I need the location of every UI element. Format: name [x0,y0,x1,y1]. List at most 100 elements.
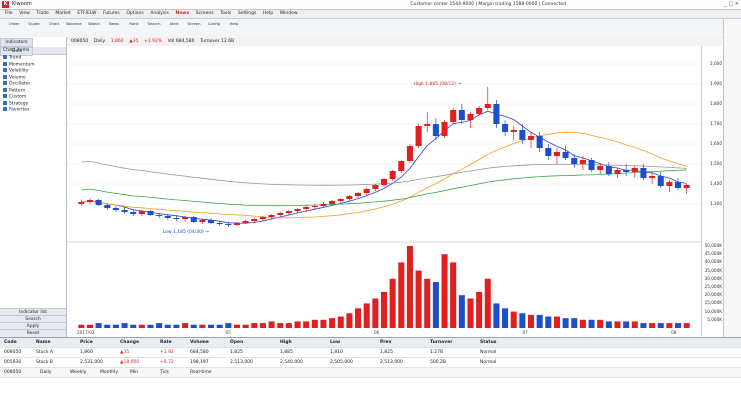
y-axis-right: 2,000 1,900 1,800 1,700 1,600 1,500 1,400 1,300… [701,46,724,336]
sidebar-item[interactable]: Volume [0,74,66,82]
window-controls[interactable]: _ □ × [724,1,739,7]
menu-item-options[interactable]: Options [126,11,144,16]
sidebar-footer-reset[interactable]: Reset [0,329,66,337]
sidebar-item[interactable]: Favorites [0,107,66,114]
table-cell: 2,531,000 [80,360,103,365]
column-header[interactable]: Name [36,340,51,345]
x-tick-label: 05 [226,330,232,335]
sidebar-item[interactable]: Strategy [0,100,66,108]
chart-button[interactable]: Chart [48,21,60,26]
column-header[interactable]: Code [4,340,17,345]
menu-item-window[interactable]: Window [279,11,298,16]
column-header[interactable]: Status [480,340,497,345]
volume-bar [112,324,119,328]
chart-annotation: Low 1,185 (04/30) → [163,229,210,235]
table-cell: Stock A [36,350,53,355]
menu-item-settings[interactable]: Settings [237,11,257,16]
help-button[interactable]: Help [229,21,239,26]
search-button[interactable]: Search [147,21,161,26]
candle-body [380,179,388,185]
sidebar-item[interactable]: Oscillator [0,81,66,88]
column-header[interactable]: Turnover [430,340,453,345]
column-header[interactable]: Low [330,340,341,345]
period-monthly-button[interactable]: Monthly [100,370,119,375]
alert-button[interactable]: Alert [169,21,179,26]
menu-item-analysis[interactable]: Analysis [150,11,169,16]
period-weekly-button[interactable]: Weekly [70,370,87,375]
table-row[interactable]: 005930 Stock B 2,531,000 ▲18,000 +0.72 198,19… [0,358,741,368]
volume-bar [216,324,223,328]
column-header[interactable]: Open [230,340,244,345]
sidebar-item-label: Pattern [9,88,26,93]
right-side-panel [723,19,741,337]
candle-body [104,205,111,208]
menu-item-file[interactable]: File [5,11,13,16]
sidebar-footer-apply[interactable]: Apply [0,322,66,330]
column-header[interactable]: High [280,340,292,345]
candle-body [571,158,578,164]
column-header[interactable]: Price [80,340,93,345]
bottom-code[interactable]: 008050 [4,370,22,375]
stock-code[interactable]: 008050 [71,39,89,44]
chart-annotation: High 1,885 (08/12) → [413,81,461,87]
column-header[interactable]: Rate [160,340,172,345]
sidebar-item[interactable]: Pattern [0,87,66,95]
table-cell: Stock B [36,360,53,365]
sidebar-footer-list[interactable]: Indicator list [0,308,66,316]
realtime-button[interactable]: Real-time [190,370,212,375]
menu-item-futures[interactable]: Futures [103,11,120,16]
candle-body [493,104,500,124]
menu-item-etf[interactable]: ETF/ELW [77,11,97,16]
period-tick-button[interactable]: Tick [160,370,169,375]
column-header[interactable]: Change [120,340,140,345]
volume-bar [311,319,318,328]
volume-bar [666,323,673,328]
candle-body [225,224,232,225]
balance-button[interactable]: Balance [66,21,82,26]
menu-item-tools[interactable]: Tools [220,11,232,16]
sidebar-item[interactable]: Momentum [0,61,66,69]
period-minute-button[interactable]: Min [130,370,138,375]
watch-button[interactable]: Watch [88,21,100,26]
volume-bar [164,324,171,328]
candle-body [199,220,206,222]
order-button[interactable]: Order [8,21,20,26]
volume-bar [432,282,439,328]
column-header[interactable]: Prev [380,340,392,345]
tab-indicators[interactable]: Indicators [0,38,33,47]
candle-body [173,218,180,219]
volume-bar [519,313,526,328]
menu-item-view[interactable]: View [19,11,30,16]
volume-bar [683,323,690,328]
sidebar-item[interactable]: Volatility [0,68,66,75]
period-daily-button[interactable]: Daily [40,370,52,375]
volume-tick-label: 5,000K [707,316,722,322]
menu-item-trade[interactable]: Trade [36,11,49,16]
menu-item-screens[interactable]: Screens [195,11,214,16]
volume-bar [355,308,362,328]
menu-item-market[interactable]: Market [55,11,71,16]
quote-button[interactable]: Quote [28,21,40,26]
news-button[interactable]: News [108,21,120,26]
candle-body [432,124,439,136]
candle-body [208,220,215,223]
table-cell: 198,197 [190,360,209,365]
candle-body [95,200,102,205]
column-header[interactable]: Volume [190,340,209,345]
volume-bar [657,323,664,328]
menu-item-help[interactable]: Help [262,11,274,16]
sidebar-item[interactable]: Custom [0,94,66,101]
chart-area[interactable]: High 1,885 (08/12) → Low 1,185 (04/30) → 2… [67,46,701,336]
sidebar-item[interactable]: Trend [0,55,66,62]
menu-item-news[interactable]: News [175,11,190,16]
config-button[interactable]: Config [207,21,221,26]
volume-bar [372,298,379,328]
volume-bar [588,319,595,328]
table-row[interactable]: 008050 Stock A 1,860 ▲35 +1.92 684,580 1,825 1,… [0,348,741,358]
sidebar-item-label: Oscillator [9,81,31,87]
sidebar-footer-search[interactable]: Search [0,315,66,323]
screen-button[interactable]: Screen [187,21,201,26]
chart-svg[interactable]: High 1,885 (08/12) → Low 1,185 (04/30) → 2… [67,46,701,336]
rank-button[interactable]: Rank [129,21,139,26]
folder-icon [3,61,7,66]
